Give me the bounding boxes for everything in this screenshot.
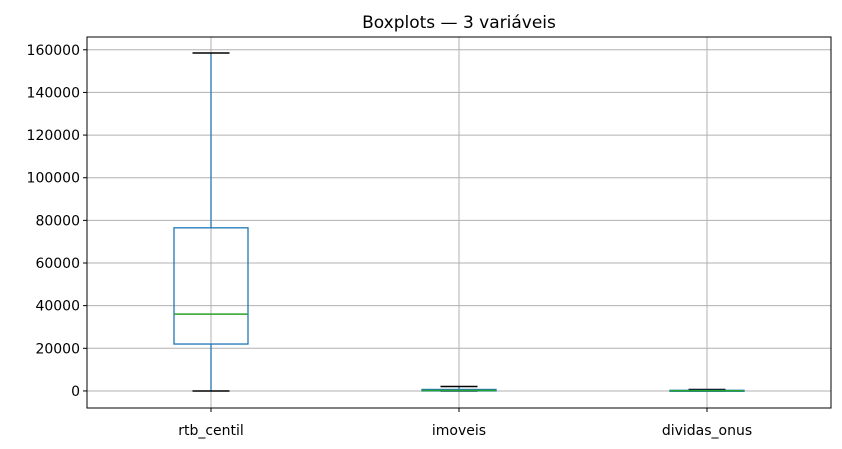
y-tick-label: 120000: [27, 128, 80, 144]
x-tick-label-dividas_onus: dividas_onus: [662, 423, 752, 439]
x-tick-label-rtb_centil: rtb_centil: [178, 423, 244, 439]
plot-frame: [86, 36, 832, 409]
iqr-box: [173, 227, 249, 345]
y-axis: 0 20000 40000 60000 80000 100000 120000 140000 1…: [27, 43, 87, 400]
x-axis: rtb_centil imoveis dividas_onus: [178, 408, 752, 439]
y-tick-label: 100000: [27, 171, 80, 187]
y-tick-label: 40000: [35, 299, 80, 315]
box-rtb_centil: [173, 52, 249, 392]
y-tick-label: 140000: [27, 85, 80, 101]
boxes: [173, 52, 745, 392]
x-tick-label-imoveis: imoveis: [432, 423, 486, 439]
chart-title: Boxplots — 3 variáveis: [362, 13, 556, 33]
box-imoveis: [421, 385, 497, 392]
box-dividas_onus: [669, 388, 745, 392]
y-tick-label: 80000: [35, 213, 80, 229]
y-tick-label: 160000: [27, 43, 80, 59]
y-tick-label: 0: [71, 384, 80, 400]
y-tick-label: 60000: [35, 256, 80, 272]
grid-lines: [87, 37, 831, 408]
y-tick-label: 20000: [35, 341, 80, 357]
